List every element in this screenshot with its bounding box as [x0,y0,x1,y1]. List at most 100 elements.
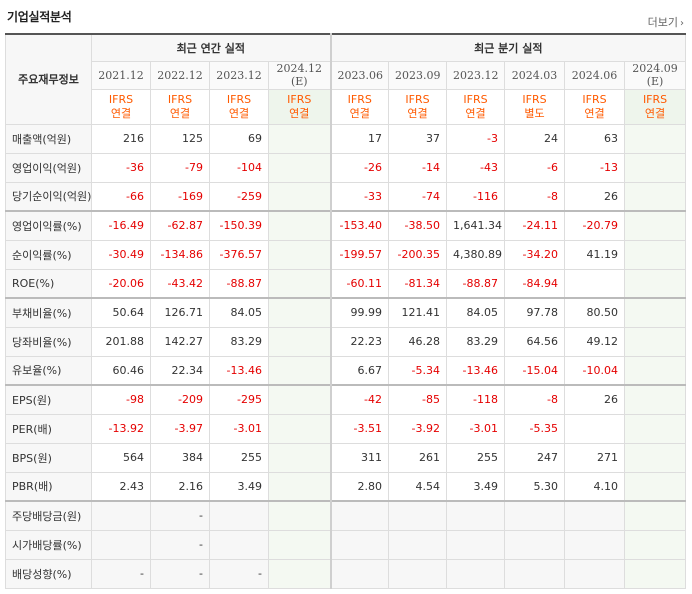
table-cell: 2.43 [91,471,151,502]
estimate-mark: (E) [290,75,308,88]
period-row: 2021.12 2022.12 2023.12 2024.12 (E) 2023.06 20… [6,60,687,90]
table-cell [91,500,151,531]
row-label: PER(배) [5,413,92,444]
table-cell: 247 [504,442,566,473]
table-cell: -38.50 [388,210,448,241]
table-cell: -88.87 [446,268,506,299]
table-cell: -20.06 [91,268,151,299]
chevron-right-icon: › [680,18,684,29]
table-cell: 6.67 [330,355,390,386]
basis-label: 연결 [584,106,605,120]
row-label: 당좌비율(%) [5,326,92,357]
section-title: 기업실적분석 [7,10,72,24]
standard-label: IFRS [108,92,134,106]
period-header: 2021.12 [91,60,151,90]
period-label: 2023.12 [216,68,262,82]
more-link[interactable]: 더보기 › [648,14,684,30]
table-cell [267,123,332,154]
table-cell: -6 [504,152,566,183]
table-cell [267,326,332,357]
table-cell [624,123,687,154]
row-label: 부채비율(%) [5,297,92,328]
table-cell: -150.39 [209,210,269,241]
table-cell: - [150,529,210,560]
table-cell [388,500,448,531]
table-cell: 201.88 [91,326,151,357]
table-cell [564,558,626,589]
table-cell: 50.64 [91,297,151,328]
standard-label: IFRS [226,92,252,106]
more-link-label: 더보기 [647,16,678,29]
table-cell [446,529,506,560]
basis-label: 연결 [169,106,191,120]
table-cell: 60.46 [91,355,151,386]
standard-label: IFRS [287,92,312,106]
period-label: 2024.09 [632,62,678,75]
table-cell [267,239,332,270]
table-cell: -116 [446,181,506,212]
table-cell: -153.40 [330,210,390,241]
table-cell: -134.86 [150,239,210,270]
table-cell [209,500,269,531]
table-cell: 2.80 [330,471,390,502]
table-cell [624,558,687,589]
basis-label: 연결 [228,106,250,120]
table-cell: 63 [564,123,626,154]
table-cell: -209 [150,384,210,415]
table-cell [267,529,332,560]
period-header: 2024.12 (E) [267,60,332,90]
table-cell [624,181,687,212]
basis-label: 연결 [465,106,486,120]
table-cell [330,529,390,560]
table-row: ROE(%) -20.06 -43.42 -88.87 -60.11 -81.34 -88.… [5,268,687,299]
table-cell: -36 [91,152,151,183]
row-label: 영업이익(억원) [5,152,92,183]
table-cell [91,529,151,560]
table-cell: 46.28 [388,326,448,357]
table-row: 주당배당금(원) - [5,500,687,531]
table-cell: -3.01 [209,413,269,444]
table-cell [624,355,687,386]
table-cell: -3 [446,123,506,154]
table-cell [624,239,687,270]
table-cell: -104 [209,152,269,183]
table-row: PBR(배) 2.43 2.16 3.49 2.80 4.54 3.49 5.30 4.10 [5,471,687,502]
table-cell: 126.71 [150,297,210,328]
table-cell: 83.29 [446,326,506,357]
table-cell [624,297,687,328]
table-cell: -376.57 [209,239,269,270]
row-label: 순이익률(%) [5,239,92,270]
table-row: BPS(원) 564 384 255 311 261 255 247 271 [5,442,687,473]
table-cell: -60.11 [330,268,390,299]
table-cell: 311 [330,442,390,473]
table-cell [267,471,332,502]
table-cell: - [150,558,210,589]
period-label: 2023.06 [337,68,384,82]
table-cell: -8 [504,384,566,415]
period-label: 2023.09 [395,68,441,82]
table-cell [624,442,687,473]
standard-label: IFRS [405,92,430,106]
accounting-standard-cell: IFRS 연결 [91,88,151,125]
table-cell: 17 [330,123,390,154]
table-cell: -5.34 [388,355,448,386]
table-cell: 255 [209,442,269,473]
period-header: 2022.12 [150,60,210,90]
table-cell [267,152,332,183]
table-cell [267,442,332,473]
row-label: 영업이익률(%) [5,210,92,241]
accounting-standard-cell: IFRS 연결 [267,88,332,125]
table-cell [624,529,687,560]
table-row: 매출액(억원) 216 125 69 17 37 -3 24 63 [5,123,687,154]
table-cell: -20.79 [564,210,626,241]
table-cell: -34.20 [504,239,566,270]
period-header: 2023.12 [446,60,506,90]
table-cell [624,326,687,357]
accounting-standard-cell: IFRS 연결 [388,88,448,125]
period-label: 2024.03 [511,68,558,82]
period-header: 2024.06 [564,60,626,90]
table-cell [388,529,448,560]
table-cell: 26 [564,384,626,415]
table-cell: 5.30 [504,471,566,502]
estimate-mark: (E) [646,75,664,88]
